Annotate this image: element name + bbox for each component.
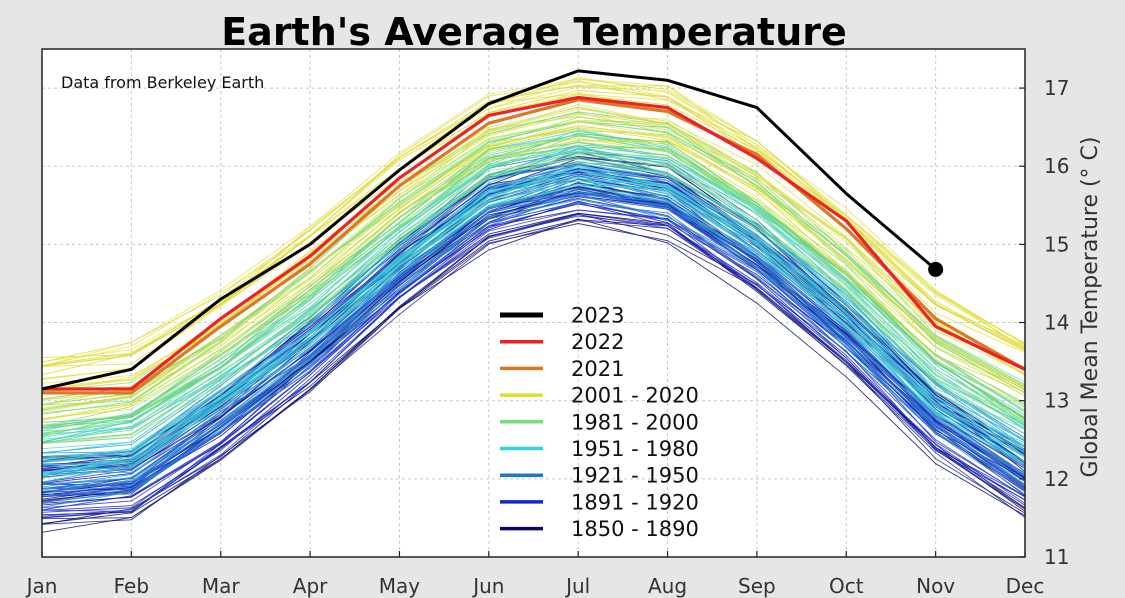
series-line-2022 (42, 95, 1026, 391)
band-line (41, 156, 1026, 450)
band-line (41, 120, 1026, 401)
band-line (41, 220, 1026, 520)
x-tick-label: May (379, 574, 421, 598)
x-tick-label: Jan (25, 574, 58, 598)
band-line (41, 127, 1026, 427)
legend-item: 2023 (500, 304, 624, 328)
legend-item: 2022 (500, 330, 624, 354)
legend-label: 1850 - 1890 (571, 517, 699, 541)
band-line (41, 209, 1026, 513)
y-tick-label: 14 (1044, 311, 1069, 335)
plot-frame (41, 48, 1026, 558)
band-line (41, 121, 1026, 406)
y-tick-label: 17 (1044, 76, 1069, 100)
band-line (41, 172, 1026, 475)
band-line (41, 185, 1026, 479)
band-line (41, 84, 1026, 376)
band-line (41, 121, 1026, 415)
legend-item: 1981 - 2000 (500, 410, 699, 434)
band-line (41, 114, 1026, 393)
legend-label: 1921 - 1950 (571, 464, 699, 488)
y-tick-label: 13 (1044, 389, 1069, 413)
x-tick-label: Oct (829, 574, 864, 598)
chart-title: Earth's Average Temperature (221, 10, 847, 54)
x-tick-label: Feb (114, 574, 149, 598)
band-line (41, 202, 1026, 513)
y-tick-label: 11 (1044, 545, 1069, 569)
x-tick-label: Nov (916, 574, 955, 598)
band-line (41, 150, 1026, 445)
band-line (41, 170, 1026, 460)
band-line (41, 176, 1026, 466)
x-tick-label: Mar (202, 574, 241, 598)
legend-label: 2023 (571, 304, 624, 328)
band-line (41, 150, 1026, 457)
legend-label: 1891 - 1920 (571, 490, 699, 514)
legend-label: 2021 (571, 357, 624, 381)
band-line (41, 158, 1026, 444)
band-line (41, 212, 1026, 524)
band-line (41, 191, 1026, 489)
legend-item: 1850 - 1890 (500, 517, 699, 541)
band-line (41, 188, 1026, 490)
legend-item: 2001 - 2020 (500, 384, 699, 408)
band-line (41, 132, 1026, 429)
x-axis: Jan Feb Mar Apr May Jun Jul Aug Sep Oct Nov Dec (25, 551, 1045, 598)
band-line (41, 218, 1026, 533)
legend-item: 1891 - 1920 (500, 490, 699, 514)
band-line (41, 76, 1026, 367)
band-line (41, 150, 1026, 432)
y-tick-label: 16 (1044, 154, 1069, 178)
band-line (41, 130, 1026, 427)
legend-item: 1921 - 1950 (500, 464, 699, 488)
band-line (41, 164, 1026, 474)
band-line (41, 194, 1026, 492)
historical-lines (41, 76, 1026, 533)
band-line (41, 140, 1026, 420)
band-line (41, 139, 1026, 421)
band-line (41, 162, 1026, 443)
legend-label: 1981 - 2000 (571, 410, 699, 434)
legend-label: 1951 - 1980 (571, 437, 699, 461)
band-line (41, 185, 1026, 483)
y-axis-title: Global Mean Temperature (° C) (1078, 137, 1103, 478)
band-line (41, 166, 1026, 464)
legend-item: 1951 - 1980 (500, 437, 699, 461)
latest-point-marker (928, 261, 944, 277)
x-tick-label: Aug (648, 574, 687, 598)
y-axis: 11 12 13 14 15 16 17 (1019, 76, 1069, 569)
y-tick-label: 15 (1044, 232, 1069, 256)
band-line (41, 112, 1026, 411)
x-tick-label: Apr (293, 574, 328, 598)
band-line (41, 149, 1026, 445)
series-line-2021 (42, 98, 1026, 395)
band-line (41, 180, 1026, 473)
band-line (41, 94, 1026, 379)
band-line (41, 125, 1026, 405)
x-tick-label: Jul (564, 574, 590, 598)
band-line (41, 202, 1026, 503)
legend-label: 2022 (571, 330, 624, 354)
x-tick-label: Sep (738, 574, 776, 598)
x-tick-label: Dec (1006, 574, 1045, 598)
band-line (41, 183, 1026, 477)
legend-label: 2001 - 2020 (571, 384, 699, 408)
x-tick-label: Jun (471, 574, 504, 598)
recent-years-lines (41, 69, 1026, 395)
band-line (41, 154, 1026, 440)
y-tick-label: 12 (1044, 467, 1069, 491)
band-line (41, 165, 1026, 475)
series-line-2023 (41, 69, 937, 391)
band-line (41, 137, 1026, 419)
legend-item: 2021 (500, 357, 624, 381)
annotation-text: Data from Berkeley Earth (61, 73, 264, 92)
